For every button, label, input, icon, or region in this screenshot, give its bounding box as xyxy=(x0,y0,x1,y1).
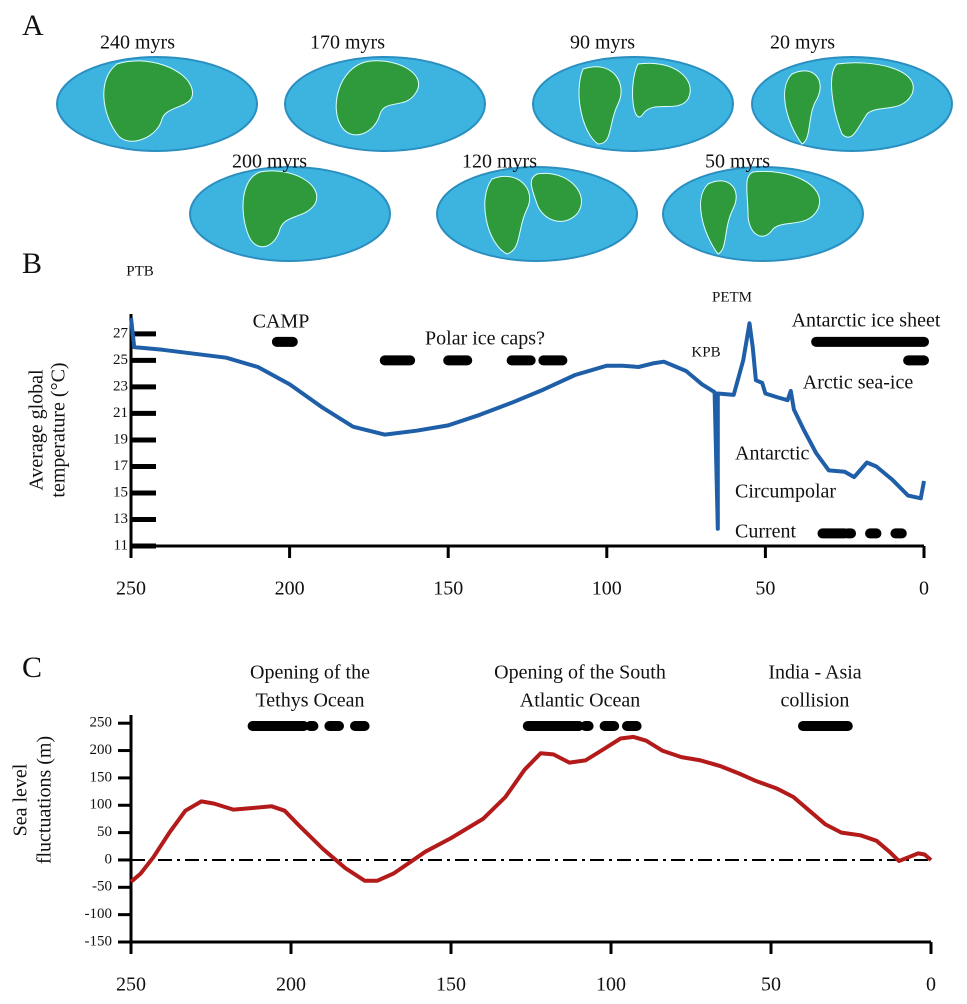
y-tick-label: 250 xyxy=(90,715,113,731)
globe xyxy=(751,56,953,152)
globe xyxy=(436,166,638,262)
panel-letter: C xyxy=(22,651,42,684)
continents xyxy=(578,62,691,145)
range-label: Antarctic xyxy=(735,443,810,465)
y-tick-label: 15 xyxy=(113,484,128,500)
x-tick-label: 100 xyxy=(596,974,626,996)
range-label: Circumpolar xyxy=(735,481,836,503)
y-axis-label: fluctuations (m) xyxy=(34,736,56,864)
panel-letter: A xyxy=(22,9,44,42)
globes xyxy=(56,56,953,262)
data-line xyxy=(129,734,933,884)
range-label: Tethys Ocean xyxy=(255,690,364,712)
y-tick-label: 25 xyxy=(113,352,128,368)
globe-label: 50 myrs xyxy=(705,151,770,173)
y-tick-label: 100 xyxy=(90,797,113,813)
event-label: PTB xyxy=(126,263,154,279)
globe-label: 90 myrs xyxy=(570,32,635,54)
x-tick-label: 0 xyxy=(919,578,929,600)
y-tick-label: 11 xyxy=(114,537,128,553)
event-label: KPB xyxy=(691,344,720,360)
x-tick-label: 50 xyxy=(755,578,775,600)
y-tick-label: -100 xyxy=(85,906,113,922)
y-tick-label: 50 xyxy=(97,824,112,840)
continents xyxy=(335,60,419,136)
range-label: Opening of the South xyxy=(494,662,666,684)
range-label: Arctic sea-ice xyxy=(803,372,914,394)
continents xyxy=(700,170,821,255)
y-tick-label: 150 xyxy=(90,769,113,785)
range-label: CAMP xyxy=(253,311,310,333)
x-tick-label: 250 xyxy=(116,578,146,600)
x-tick-label: 200 xyxy=(275,578,305,600)
y-tick-label: 0 xyxy=(105,851,113,867)
y-axis-label: temperature (°C) xyxy=(48,362,70,497)
panel-letter: B xyxy=(22,247,42,280)
range-label: Atlantic Ocean xyxy=(520,690,641,712)
globe xyxy=(284,56,486,152)
range-label: Polar ice caps? xyxy=(425,328,545,350)
range-label: Antarctic ice sheet xyxy=(792,310,941,332)
range-label: Current xyxy=(735,521,797,543)
range-label: India - Asia xyxy=(768,662,861,684)
globe xyxy=(189,166,391,262)
y-tick-label: -150 xyxy=(85,933,113,949)
y-tick-label: -50 xyxy=(92,879,112,895)
continents xyxy=(784,62,914,145)
globe xyxy=(662,166,864,262)
y-tick-label: 19 xyxy=(113,431,128,447)
x-tick-label: 150 xyxy=(433,578,463,600)
x-tick-label: 100 xyxy=(592,578,622,600)
y-tick-label: 21 xyxy=(113,405,128,421)
event-label: PETM xyxy=(712,289,752,305)
globe xyxy=(532,56,734,152)
x-tick-label: 200 xyxy=(276,974,306,996)
y-tick-label: 23 xyxy=(113,378,128,394)
continents xyxy=(484,172,582,255)
x-tick-label: 50 xyxy=(761,974,781,996)
x-tick-label: 0 xyxy=(926,974,936,996)
continents xyxy=(242,170,318,247)
y-tick-label: 13 xyxy=(113,511,128,527)
globe-label: 20 myrs xyxy=(770,32,835,54)
globe-label: 170 myrs xyxy=(310,32,385,54)
globe xyxy=(56,56,258,152)
y-tick-label: 27 xyxy=(113,325,129,341)
y-tick-label: 200 xyxy=(90,742,113,758)
y-axis-label: Average global xyxy=(26,369,48,491)
range-label: collision xyxy=(781,690,850,712)
continents xyxy=(103,60,193,142)
range-label: Opening of the xyxy=(250,662,370,684)
x-tick-label: 250 xyxy=(116,974,146,996)
globe-label: 120 myrs xyxy=(462,151,537,173)
y-axis-label: Sea level xyxy=(10,763,32,836)
y-tick-label: 17 xyxy=(113,458,129,474)
globe-label: 240 myrs xyxy=(100,32,175,54)
globe-label: 200 myrs xyxy=(232,151,307,173)
data-line xyxy=(129,317,926,531)
x-tick-label: 150 xyxy=(436,974,466,996)
